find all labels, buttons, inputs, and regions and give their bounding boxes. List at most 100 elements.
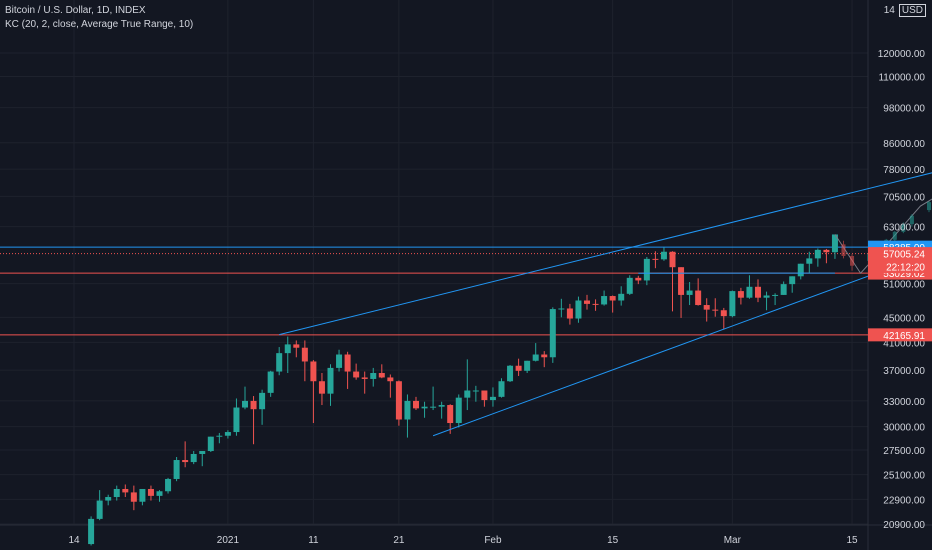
current-price-tag-text: 22:12:20 [886, 263, 925, 274]
candle [455, 394, 462, 428]
candle-body [643, 258, 650, 281]
candle-body [88, 518, 95, 545]
candle [498, 378, 505, 398]
candle-body [609, 296, 616, 301]
candle-body [669, 251, 676, 268]
candle [216, 432, 223, 444]
candle-body [498, 381, 505, 397]
candle [592, 299, 599, 311]
candle-body [772, 294, 779, 296]
candle [224, 430, 231, 439]
candle-body [703, 305, 710, 310]
candle-body [746, 286, 753, 298]
candles [88, 234, 838, 546]
candle-body [113, 488, 120, 498]
candle-body [165, 478, 172, 492]
candle [772, 293, 779, 306]
candle [737, 287, 744, 305]
candle [789, 276, 796, 293]
candle [507, 365, 514, 382]
candle-body [566, 308, 573, 319]
ghost-candle [909, 214, 914, 227]
time-tick-label: Feb [484, 535, 502, 546]
candle [207, 436, 214, 453]
candle [464, 359, 471, 411]
price-tick-label: 30000.00 [883, 423, 925, 434]
candle-body [139, 488, 146, 502]
candle-body [472, 390, 479, 392]
candle [395, 380, 402, 426]
candle [190, 451, 197, 465]
candle [601, 290, 608, 306]
candle-body [635, 277, 642, 281]
ghost-candle [901, 222, 906, 234]
candle [755, 279, 761, 303]
candle [635, 275, 642, 285]
price-tick-label: 20900.00 [883, 520, 925, 531]
candle-body [224, 432, 231, 436]
candle-body [695, 290, 702, 306]
price-tick-label: 51000.00 [883, 280, 925, 291]
candle [404, 394, 411, 438]
candle [532, 343, 539, 362]
symbol-title[interactable]: Bitcoin / U.S. Dollar, 1D, INDEX [5, 5, 146, 16]
candle-body [814, 249, 821, 259]
ghost-candle [892, 230, 897, 243]
candle-body [156, 491, 163, 496]
candle-body [216, 435, 223, 437]
time-tick-label: 14 [68, 535, 80, 546]
ghost-candle-body [892, 231, 897, 240]
candle-body [755, 286, 761, 298]
candle-body [541, 354, 548, 358]
candle [96, 490, 103, 521]
time-tick-label: 15 [607, 535, 619, 546]
candle-body [464, 390, 471, 398]
candle-body [438, 405, 445, 407]
candle [609, 295, 616, 313]
candle-body [729, 291, 736, 317]
candle-body [96, 500, 103, 519]
ghost-candle [927, 200, 931, 213]
price-tick-label: 86000.00 [883, 139, 925, 150]
price-tick-label: 120000.00 [878, 49, 926, 60]
candle-body [250, 400, 257, 410]
currency-badge[interactable]: 14 USD [884, 4, 926, 17]
currency-label[interactable]: USD [898, 4, 926, 17]
candle-body [797, 263, 804, 277]
price-tick-label: 45000.00 [883, 313, 925, 324]
candle [122, 484, 129, 498]
candle-body [430, 406, 437, 408]
price-tick-label: 78000.00 [883, 165, 925, 176]
candle-body [712, 309, 719, 311]
current-price-tag-bg [868, 247, 932, 274]
candle-body [361, 377, 368, 379]
candle [678, 267, 685, 318]
candle [712, 298, 719, 317]
candle-body [806, 258, 813, 264]
candle [361, 371, 368, 394]
candle-body [421, 406, 428, 409]
price-tick-label: 110000.00 [878, 72, 925, 83]
candle-body [584, 300, 590, 304]
candle [720, 307, 727, 330]
current-price-tag: 57005.24 22:12:20 [868, 247, 932, 274]
candle [626, 275, 633, 295]
candle-body [105, 497, 112, 501]
candle-body [147, 488, 154, 496]
candle [250, 396, 257, 445]
time-tick-label: 15 [846, 535, 858, 546]
candle-body [336, 354, 343, 368]
candle-body [387, 377, 394, 382]
indicator-label[interactable]: KC (20, 2, close, Average True Range, 10… [5, 19, 194, 30]
candle-body [130, 492, 137, 502]
candle [113, 485, 120, 501]
candle [763, 291, 770, 311]
candle-body [763, 295, 770, 298]
candle [746, 275, 753, 299]
candle [643, 256, 650, 286]
candle [481, 390, 488, 407]
candle-body [344, 354, 351, 372]
